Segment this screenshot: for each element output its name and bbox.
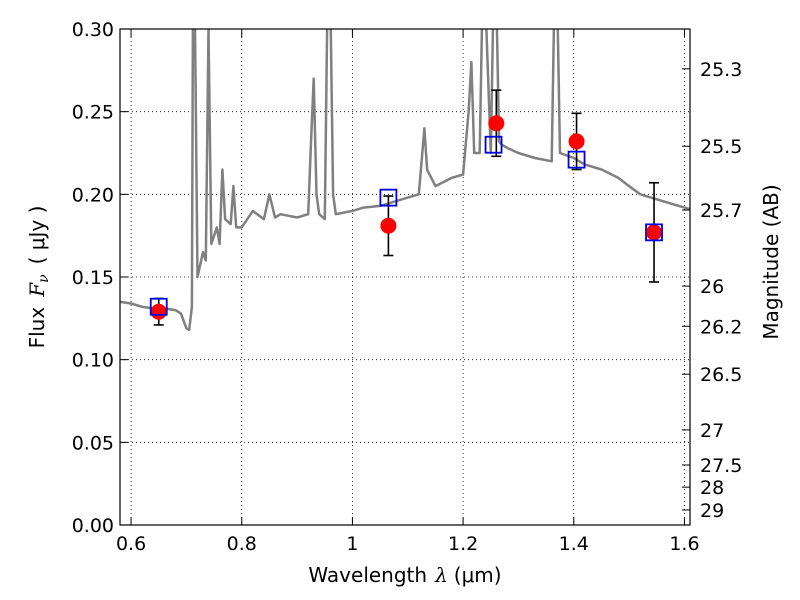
y-tick-label: 0.10 bbox=[72, 350, 114, 372]
model-photometry-point bbox=[567, 150, 586, 169]
x-tick-label: 0.6 bbox=[116, 533, 146, 555]
observed-point bbox=[150, 303, 167, 320]
observed-point bbox=[380, 217, 397, 234]
y-tick-label: 0.20 bbox=[72, 184, 114, 206]
x-tick-label: 1.2 bbox=[448, 533, 478, 555]
x-tick-label: 1.6 bbox=[669, 533, 699, 555]
y2-tick-label: 27.5 bbox=[700, 455, 742, 477]
x-tick-label: 0.8 bbox=[227, 533, 257, 555]
model-sed-series bbox=[120, 29, 690, 332]
model-photometry-point bbox=[379, 188, 398, 207]
y-axis-label: FluxFν( μJy ) bbox=[25, 206, 52, 349]
observed-point bbox=[488, 115, 505, 132]
y2-tick-label: 28 bbox=[700, 477, 724, 499]
observed-point bbox=[568, 133, 585, 150]
y2-tick-label: 26.2 bbox=[700, 316, 742, 338]
y2-tick-label: 26.5 bbox=[700, 364, 742, 386]
x-axis-label: Wavelength λ (μm) bbox=[308, 563, 501, 587]
model-photometry-point bbox=[149, 297, 168, 316]
markers bbox=[149, 89, 663, 326]
observed-point bbox=[646, 224, 663, 241]
y2-tick-label: 27 bbox=[700, 420, 724, 442]
y2-tick-label: 25.3 bbox=[700, 59, 742, 81]
y-tick-label: 0.30 bbox=[72, 19, 114, 41]
x-tick-label: 1.4 bbox=[559, 533, 589, 555]
y2-tick-label: 26 bbox=[700, 276, 724, 298]
y-tick-label: 0.25 bbox=[72, 102, 114, 124]
axes: 0.6 0.8 1 1.2 1.4 1.6 0.00 0.05 0.10 0.15 0.20 0.25… bbox=[72, 19, 743, 555]
x-tick-label: 1 bbox=[346, 533, 358, 555]
y2-tick-label: 25.5 bbox=[700, 136, 742, 158]
y-tick-label: 0.05 bbox=[72, 432, 114, 454]
y2-tick-label: 25.7 bbox=[700, 200, 742, 222]
grid bbox=[120, 28, 690, 526]
y-tick-label: 0.15 bbox=[72, 267, 114, 289]
model-sed-line bbox=[120, 29, 690, 332]
y2-axis-label: Magnitude (AB) bbox=[759, 184, 783, 339]
y2-tick-label: 29 bbox=[700, 500, 724, 522]
model-photometry-point bbox=[645, 223, 663, 242]
model-photometry-point bbox=[484, 135, 503, 154]
y-tick-label: 0.00 bbox=[72, 515, 114, 537]
